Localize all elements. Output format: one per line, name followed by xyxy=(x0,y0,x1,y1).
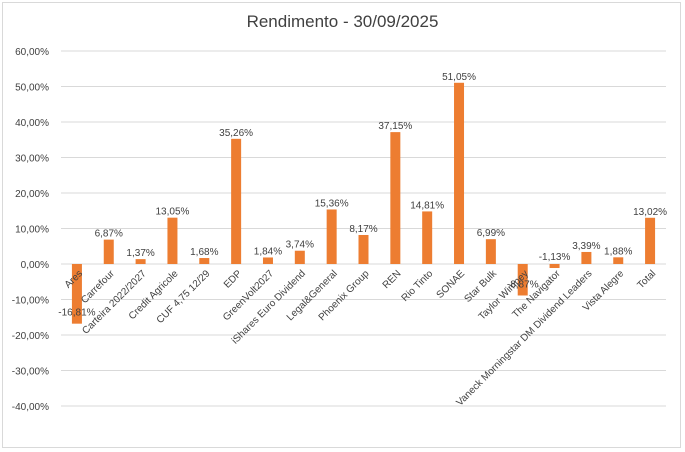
bar xyxy=(517,264,528,296)
data-label: 15,36% xyxy=(315,198,349,209)
y-tick-label: -30,00% xyxy=(12,367,49,378)
bar xyxy=(613,257,624,264)
data-label: 1,84% xyxy=(254,246,282,257)
y-tick-label: -40,00% xyxy=(12,402,49,413)
bar xyxy=(294,250,305,264)
bar xyxy=(485,239,496,264)
bar xyxy=(326,209,337,264)
x-tick-label: Total xyxy=(635,268,658,291)
y-tick-label: 0,00% xyxy=(21,260,49,271)
bar xyxy=(103,239,114,264)
x-tick-label: EDP xyxy=(222,268,245,291)
y-tick-label: 50,00% xyxy=(15,83,49,94)
bar xyxy=(645,217,656,264)
data-label: 37,15% xyxy=(378,121,412,132)
data-label: 1,37% xyxy=(126,248,154,259)
bar xyxy=(549,264,560,269)
bar xyxy=(581,251,592,264)
x-tick-label: Rio Tinto xyxy=(400,268,436,304)
bar xyxy=(167,217,178,264)
data-label: 13,05% xyxy=(155,207,189,218)
y-tick-label: 20,00% xyxy=(15,189,49,200)
y-tick-label: -20,00% xyxy=(12,331,49,342)
y-tick-label: 10,00% xyxy=(15,225,49,236)
data-label: 3,74% xyxy=(286,240,314,251)
x-tick-label: REN xyxy=(381,268,404,291)
data-label: 6,99% xyxy=(477,228,505,239)
data-label: 6,87% xyxy=(95,229,123,240)
data-label: -16,81% xyxy=(58,308,95,319)
data-label: -1,13% xyxy=(539,252,571,263)
data-label: 35,26% xyxy=(219,128,253,139)
chart-title: Rendimento - 30/09/2025 xyxy=(246,12,439,31)
y-tick-label: 30,00% xyxy=(15,154,49,165)
data-label: 3,39% xyxy=(572,241,600,252)
chart-area xyxy=(2,2,681,448)
bar xyxy=(262,257,273,264)
y-tick-label: -10,00% xyxy=(12,296,49,307)
data-label: 14,81% xyxy=(410,200,444,211)
bar xyxy=(199,258,210,264)
data-label: 1,68% xyxy=(190,247,218,258)
bar xyxy=(135,259,146,264)
data-label: 13,02% xyxy=(633,207,667,218)
data-label: 1,88% xyxy=(604,246,632,257)
bar xyxy=(390,132,401,264)
y-tick-label: 40,00% xyxy=(15,118,49,129)
data-label: 51,05% xyxy=(442,72,476,83)
bar xyxy=(231,138,242,264)
bar xyxy=(454,82,465,265)
bar xyxy=(358,234,369,264)
bar xyxy=(422,211,433,264)
y-tick-label: 60,00% xyxy=(15,47,49,58)
bar xyxy=(71,264,82,324)
data-label: -8,87% xyxy=(507,279,539,290)
data-label: 8,17% xyxy=(349,224,377,235)
